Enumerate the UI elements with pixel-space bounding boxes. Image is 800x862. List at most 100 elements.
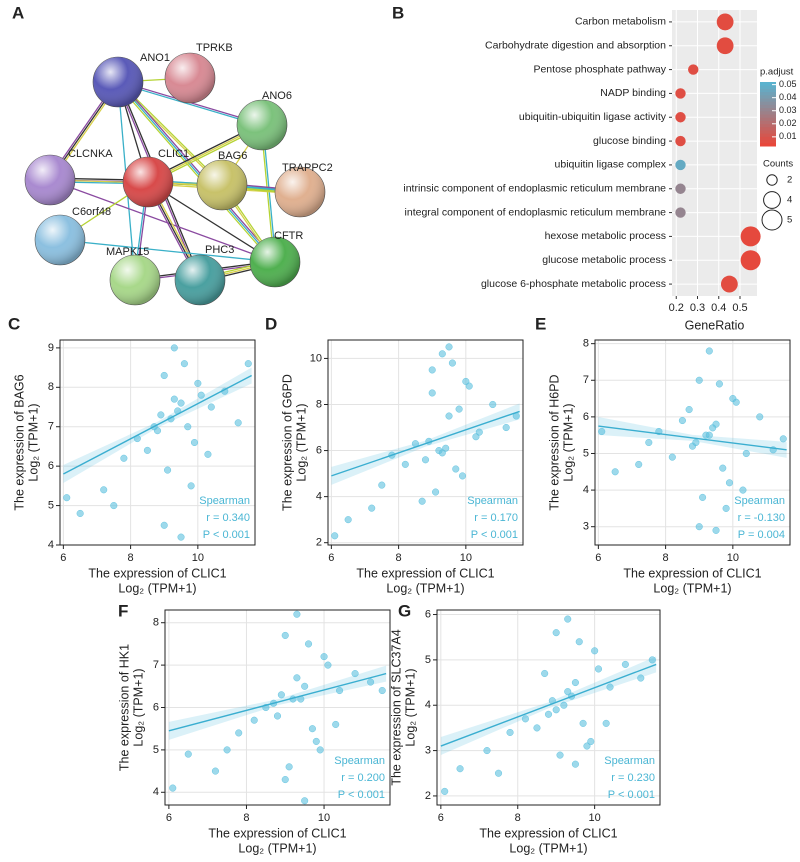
point xyxy=(169,784,177,792)
y-tick-label: Carbon metabolism xyxy=(575,16,666,28)
annotation: Spearman xyxy=(467,495,518,507)
point xyxy=(190,438,199,447)
point xyxy=(180,360,188,368)
point xyxy=(648,656,656,664)
point xyxy=(211,767,219,775)
x-axis-label: The expression of CLIC1 xyxy=(479,826,617,840)
colorbar-step xyxy=(760,110,776,115)
node-label: CLCNKA xyxy=(68,148,113,160)
node-shine xyxy=(110,255,160,305)
point xyxy=(587,737,595,746)
y-tick-label: 5 xyxy=(583,447,589,459)
point xyxy=(598,427,606,436)
point xyxy=(462,377,470,386)
trend-line xyxy=(598,425,787,451)
node-shine xyxy=(123,157,173,207)
point xyxy=(368,504,376,512)
point xyxy=(692,438,700,447)
point xyxy=(521,715,529,723)
annotation: r = 0.340 xyxy=(206,512,250,524)
colorbar-label: 0.05 xyxy=(779,79,797,89)
point xyxy=(455,405,463,413)
point xyxy=(204,450,212,458)
point xyxy=(571,760,579,768)
node-label: ANO6 xyxy=(262,90,292,102)
colorbar-step xyxy=(760,139,776,144)
node-label: TPRKB xyxy=(196,42,233,54)
point xyxy=(281,631,289,639)
y-tick-label: 6 xyxy=(583,411,589,423)
colorbar-step xyxy=(760,123,776,128)
point xyxy=(502,423,510,432)
plot-bg xyxy=(60,340,255,545)
point xyxy=(63,494,71,502)
plot-frame xyxy=(436,609,661,806)
node-shine xyxy=(165,53,215,103)
point xyxy=(645,438,653,447)
point xyxy=(594,665,603,673)
annotation: r = 0.200 xyxy=(341,772,385,784)
point xyxy=(312,737,320,745)
point xyxy=(722,504,730,512)
annotation: r = -0.130 xyxy=(738,512,785,524)
x-axis-label: Log₂ (TPM+1) xyxy=(118,581,196,595)
annotation: Spearman xyxy=(604,755,655,767)
x-tick-label: 6 xyxy=(60,552,66,564)
colorbar-step xyxy=(760,114,776,118)
point xyxy=(541,669,549,678)
point xyxy=(187,482,195,490)
point xyxy=(184,750,192,758)
y-tick-label: 8 xyxy=(583,338,589,350)
point xyxy=(725,479,734,487)
point xyxy=(779,435,787,443)
point xyxy=(235,729,243,737)
point xyxy=(351,670,359,678)
point xyxy=(418,497,426,505)
point xyxy=(304,640,313,648)
plot-frame xyxy=(594,339,791,546)
x-axis-label: The expression of CLIC1 xyxy=(208,826,346,840)
point xyxy=(611,468,619,476)
x-tick-label: 8 xyxy=(243,812,249,824)
point xyxy=(344,516,352,524)
point xyxy=(184,423,192,431)
point xyxy=(635,460,643,469)
point xyxy=(533,724,541,732)
node-shine xyxy=(275,167,325,217)
dot xyxy=(675,159,686,171)
point xyxy=(157,411,165,419)
y-tick-label: 8 xyxy=(48,381,54,393)
size-label: 4 xyxy=(787,195,792,206)
y-tick-label: 4 xyxy=(316,491,322,503)
legend-title: Counts xyxy=(763,159,793,170)
y-tick-label: 3 xyxy=(425,744,431,756)
trend-line xyxy=(168,672,387,732)
point xyxy=(489,400,497,409)
colorbar-label: 0.04 xyxy=(779,92,797,102)
y-tick-label: 4 xyxy=(425,699,431,711)
node-shine xyxy=(250,237,300,287)
dot xyxy=(716,13,734,31)
point xyxy=(575,638,583,646)
y-axis-label: The expression of SLC37A4 xyxy=(389,629,403,785)
x-axis-label: Log₂ (TPM+1) xyxy=(509,841,587,855)
point xyxy=(164,466,172,474)
point xyxy=(695,376,703,384)
point xyxy=(552,629,560,637)
y-tick-label: 6 xyxy=(425,608,431,620)
x-tick-label: 8 xyxy=(663,552,669,564)
node-label: CLIC1 xyxy=(158,148,189,160)
point xyxy=(76,509,84,518)
point xyxy=(250,716,258,724)
point xyxy=(428,366,436,374)
x-tick-label: 8 xyxy=(515,812,521,824)
x-axis-label: Log₂ (TPM+1) xyxy=(238,841,316,855)
point xyxy=(100,486,108,494)
point xyxy=(207,403,215,411)
y-tick-label: 6 xyxy=(153,701,159,713)
point xyxy=(170,395,178,403)
point xyxy=(506,728,514,736)
point xyxy=(332,720,340,729)
x-axis-label: GeneRatio xyxy=(685,318,745,332)
point xyxy=(120,454,128,462)
